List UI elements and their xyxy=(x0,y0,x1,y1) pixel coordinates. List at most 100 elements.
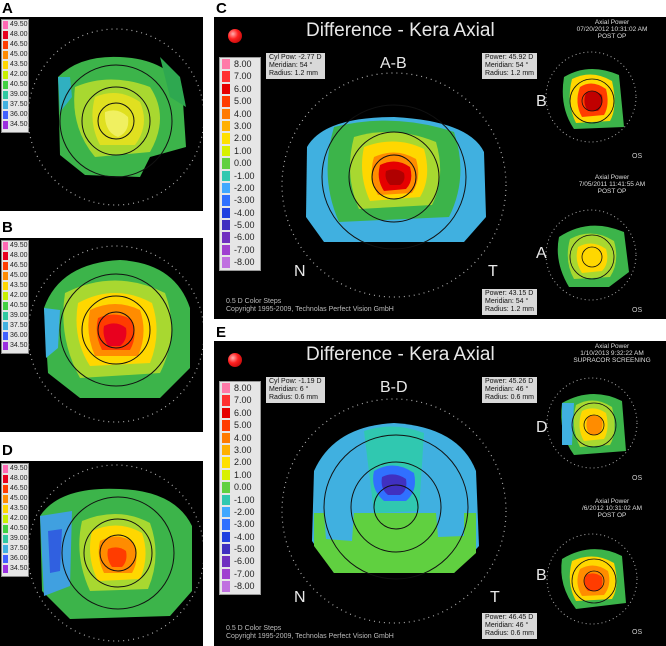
scale-swatch xyxy=(222,158,230,169)
scale-step: -4.00 xyxy=(220,531,260,543)
scale-step: 34.50 xyxy=(2,120,28,130)
scale-value: -4.00 xyxy=(234,207,255,218)
scale-swatch xyxy=(222,120,230,132)
scale-step: 37.50 xyxy=(2,321,28,331)
scale-step: -3.00 xyxy=(220,518,260,530)
scale-swatch xyxy=(222,133,230,144)
scale-step: 4.00 xyxy=(220,108,260,120)
scale-step: 45.00 xyxy=(2,494,28,504)
scale-step: 49.50 xyxy=(2,241,28,251)
scale-step: 43.50 xyxy=(2,504,28,514)
scale-value: 36.00 xyxy=(10,111,28,118)
map-a-graphic xyxy=(27,28,203,206)
scale-swatch xyxy=(222,407,230,419)
scale-value: 48.00 xyxy=(10,475,28,482)
scale-swatch xyxy=(3,111,8,119)
scale-value: -5.00 xyxy=(234,220,255,231)
scale-swatch xyxy=(222,220,230,231)
map-label-c-bottom: A xyxy=(536,245,547,262)
scale-value: -8.00 xyxy=(234,581,255,592)
scale-value: -4.00 xyxy=(234,531,255,542)
scale-swatch xyxy=(222,232,230,243)
scale-value: 45.00 xyxy=(10,272,28,279)
scale-value: 49.50 xyxy=(10,21,28,28)
scale-step: 42.00 xyxy=(2,291,28,301)
scale-value: -7.00 xyxy=(234,244,255,255)
scale-value: 37.50 xyxy=(10,545,28,552)
scale-swatch xyxy=(222,170,230,181)
scale-step: 45.00 xyxy=(2,50,28,60)
scale-step: -2.00 xyxy=(220,506,260,518)
panel-e-title: Difference - Kera Axial xyxy=(306,344,495,365)
scale-step: 3.00 xyxy=(220,444,260,456)
color-scale-d: 49.50 48.00 46.50 45.00 43.50 42.00 40.50 39.00… xyxy=(1,463,29,577)
scale-swatch xyxy=(222,145,230,157)
scale-step: 39.00 xyxy=(2,534,28,544)
scale-step: -1.00 xyxy=(220,170,260,182)
cyl-pow-box-e: Cyl Pow: -1.19 D Meridian: 6 ° Radius: 0.6… xyxy=(266,377,325,403)
scale-swatch xyxy=(3,505,8,513)
map-b-graphic xyxy=(27,245,203,423)
scale-step: -6.00 xyxy=(220,231,260,243)
scale-value: 43.50 xyxy=(10,61,28,68)
scale-step: 2.00 xyxy=(220,456,260,468)
temporal-label-c: T xyxy=(488,263,498,280)
scale-value: 6.00 xyxy=(234,407,252,418)
panel-c-subtitle: A-B xyxy=(380,55,407,72)
scale-value: 7.00 xyxy=(234,71,252,82)
scale-value: 34.50 xyxy=(10,121,28,128)
scale-swatch xyxy=(222,71,230,82)
scale-step: 4.00 xyxy=(220,432,260,444)
scale-swatch xyxy=(222,83,230,95)
scale-value: 49.50 xyxy=(10,465,28,472)
scale-value: 46.50 xyxy=(10,485,28,492)
scale-value: -8.00 xyxy=(234,257,255,268)
scale-value: 45.00 xyxy=(10,51,28,58)
scale-swatch xyxy=(222,395,230,406)
power-box-e-top: Power: 45.26 D Meridian: 46 ° Radius: 0.6 … xyxy=(482,377,538,403)
scale-value: 48.00 xyxy=(10,252,28,259)
scale-value: 4.00 xyxy=(234,108,252,119)
power-box-e-bottom: Power: 46.45 D Meridian: 46 ° Radius: 0.6 … xyxy=(482,613,538,639)
scale-swatch xyxy=(222,482,230,493)
scale-swatch xyxy=(222,420,230,431)
scale-value: 40.50 xyxy=(10,302,28,309)
scale-step: 49.50 xyxy=(2,20,28,30)
scale-step: 37.50 xyxy=(2,544,28,554)
nasal-label-c: N xyxy=(294,263,306,280)
scale-value: 39.00 xyxy=(10,312,28,319)
scale-step: 39.00 xyxy=(2,90,28,100)
scale-value: 49.50 xyxy=(10,242,28,249)
top-map-header-c: Axial Power 07/20/2012 10:31:02 AM POST OP xyxy=(576,19,648,40)
difference-map-e: Difference - Kera Axial 8.00 7.00 6.00 5.00… xyxy=(214,341,666,646)
scale-swatch xyxy=(3,272,8,280)
scale-step: 45.00 xyxy=(2,271,28,281)
scale-step: 46.50 xyxy=(2,484,28,494)
scale-swatch xyxy=(222,207,230,219)
scale-step: -5.00 xyxy=(220,543,260,555)
scale-swatch xyxy=(3,121,8,129)
scale-swatch xyxy=(3,71,8,79)
scale-swatch xyxy=(222,544,230,555)
scale-swatch xyxy=(3,485,8,493)
scale-value: 46.50 xyxy=(10,41,28,48)
os-label-c-top: OS xyxy=(632,153,643,160)
scale-swatch xyxy=(3,101,8,109)
scale-step: -1.00 xyxy=(220,494,260,506)
scale-value: 36.00 xyxy=(10,332,28,339)
scale-step: 36.00 xyxy=(2,331,28,341)
panel-label-e: E xyxy=(216,324,227,341)
map-label-e-top: D xyxy=(536,419,548,436)
scale-swatch xyxy=(3,262,8,270)
scale-swatch xyxy=(222,519,230,530)
scale-swatch xyxy=(3,322,8,330)
scale-step: 5.00 xyxy=(220,95,260,107)
scale-value: 39.00 xyxy=(10,91,28,98)
scale-step: 6.00 xyxy=(220,83,260,95)
scale-step: 40.50 xyxy=(2,301,28,311)
scale-swatch xyxy=(3,342,8,350)
panel-c-graphic xyxy=(281,51,637,301)
difference-scale-c: 8.00 7.00 6.00 5.00 4.00 3.00 2.00 1.00 0.00 -1.0… xyxy=(219,57,261,271)
color-scale-b: 49.50 48.00 46.50 45.00 43.50 42.00 40.50 39.00… xyxy=(1,240,29,354)
scale-swatch xyxy=(222,432,230,443)
